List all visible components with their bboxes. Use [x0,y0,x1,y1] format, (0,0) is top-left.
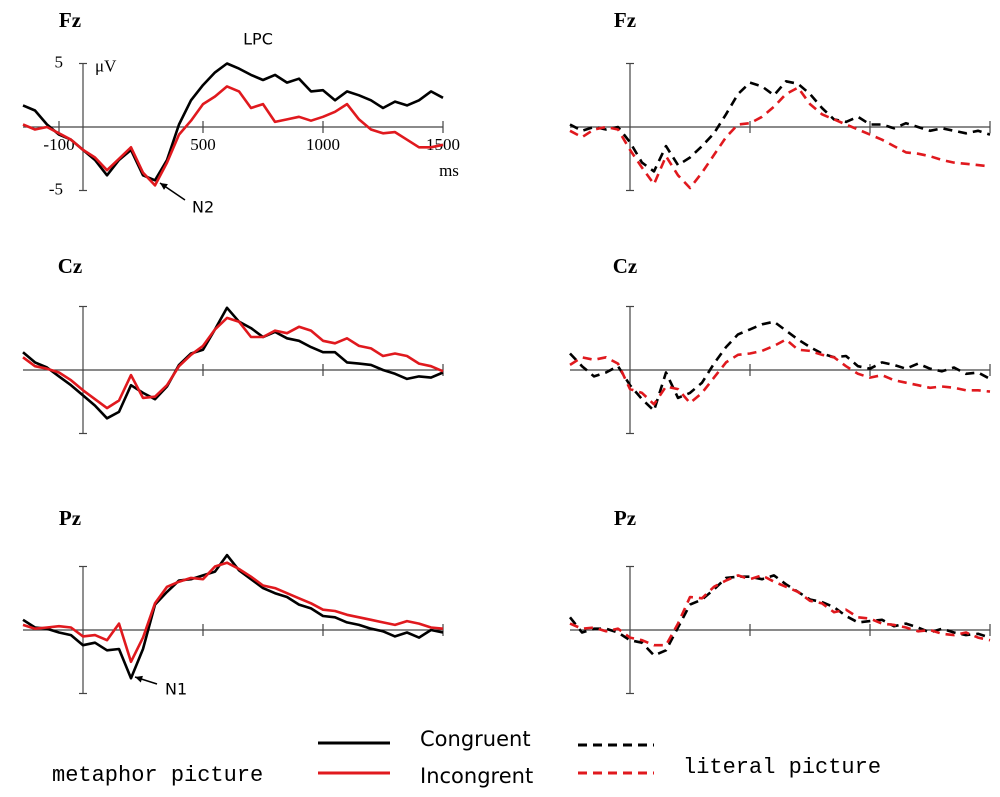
panel-title: Cz [58,254,83,278]
erp-line [569,574,991,647]
erp-line [22,553,444,680]
legend-group: metaphor picture [52,763,263,788]
erp-line [569,86,991,190]
x-tick-label: 500 [190,135,216,154]
annotation: N1 [165,680,187,699]
y-tick-label: 5 [55,52,64,71]
x-tick-label: 1500 [426,135,460,154]
y-axis-label: μV [95,56,117,75]
erp-line [22,306,444,420]
legend-label: Congruent [420,727,531,751]
annotation-arrowhead [160,183,168,190]
erp-line [569,338,991,406]
erp-line [569,320,991,412]
x-axis-label: ms [439,161,459,180]
x-tick-label: -100 [43,135,74,154]
erp-line [22,85,444,187]
panel-title: Cz [613,254,638,278]
erp-line [22,62,444,182]
panel-title: Fz [59,8,81,32]
annotation: LPC [243,30,273,49]
panel-title: Fz [614,8,636,32]
legend-label: Incongrent [420,764,533,788]
annotation: N2 [192,198,214,217]
y-tick-label: -5 [49,179,63,198]
panel-title: Pz [59,506,81,530]
erp-line [569,80,991,173]
erp-line [22,561,444,664]
erp-line [568,574,991,657]
annotation-arrowhead [135,675,143,683]
legend-group: literal picture [683,755,881,780]
panel-title: Pz [614,506,636,530]
x-tick-label: 1000 [306,135,340,154]
erp-line [22,316,444,410]
